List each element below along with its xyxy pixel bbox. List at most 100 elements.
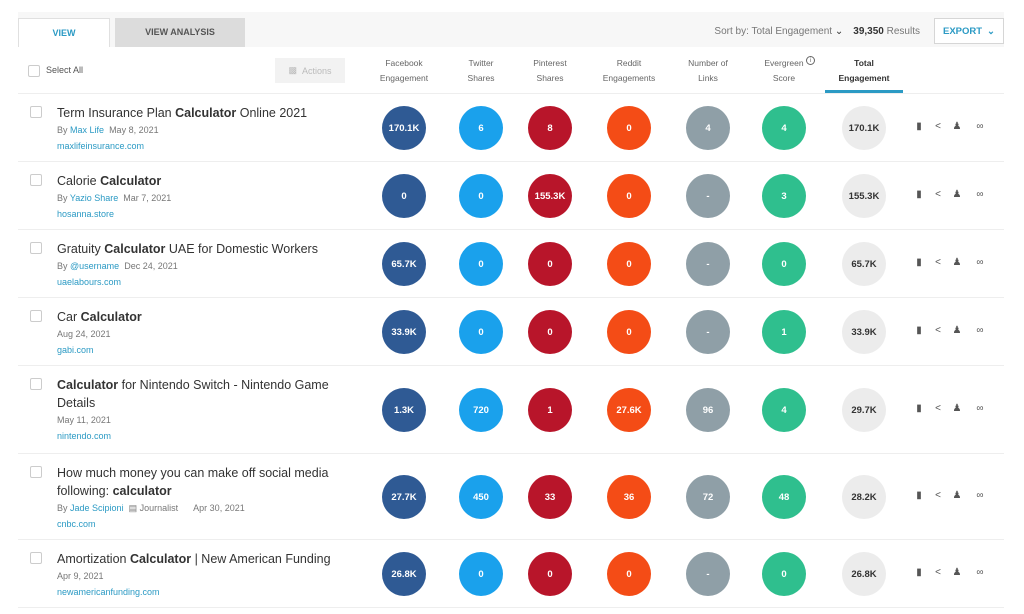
share-icon[interactable]: < <box>935 121 941 132</box>
row-checkbox[interactable] <box>30 174 42 186</box>
bookmark-icon[interactable]: ▮ <box>916 325 922 336</box>
column-header-reddit-engagements[interactable]: Reddit Engagements <box>589 56 669 86</box>
article-title[interactable]: Calculator for Nintendo Switch - Nintend… <box>57 376 357 412</box>
domain-link[interactable]: cnbc.com <box>57 519 96 529</box>
table-row: Calculator for Nintendo Switch - Nintend… <box>18 366 1004 454</box>
article-title[interactable]: Calorie Calculator <box>57 172 357 190</box>
influencers-icon[interactable]: ♟ <box>952 567 962 578</box>
journalist-icon: ▤ <box>128 503 138 513</box>
row-checkbox[interactable] <box>30 378 42 390</box>
domain-link[interactable]: newamericanfunding.com <box>57 587 160 597</box>
row-checkbox[interactable] <box>30 552 42 564</box>
article-title[interactable]: Car Calculator <box>57 308 357 326</box>
domain-link[interactable]: maxlifeinsurance.com <box>57 141 145 151</box>
influencers-icon[interactable]: ♟ <box>952 325 962 336</box>
bookmark-icon[interactable]: ▮ <box>916 189 922 200</box>
influencers-icon[interactable]: ♟ <box>952 403 962 414</box>
bookmark-icon[interactable]: ▮ <box>916 257 922 268</box>
influencers-icon[interactable]: ♟ <box>952 121 962 132</box>
results-label: Results <box>886 25 920 37</box>
domain-link[interactable]: uaelabours.com <box>57 277 122 287</box>
bookmark-icon[interactable]: ▮ <box>916 121 922 132</box>
column-header-line1: Number of <box>688 58 728 68</box>
twitter-shares-value: 6 <box>459 106 503 150</box>
column-header-twitter-shares[interactable]: Twitter Shares <box>441 56 521 86</box>
title-segment: Amortization <box>57 552 130 566</box>
table-row: Term Insurance Plan Calculator Online 20… <box>18 94 1004 162</box>
chevron-down-icon: ⌄ <box>834 25 844 37</box>
pinterest-shares-value: 33 <box>528 475 572 519</box>
domain-link[interactable]: nintendo.com <box>57 431 112 441</box>
link-icon[interactable]: ∞ <box>976 567 984 578</box>
select-all-label[interactable]: Select All <box>46 65 84 75</box>
info-icon[interactable]: i <box>806 56 815 65</box>
link-icon[interactable]: ∞ <box>976 325 984 336</box>
influencers-icon[interactable]: ♟ <box>952 257 962 268</box>
author-link[interactable]: @username <box>70 261 120 271</box>
pinterest-shares-value: 0 <box>528 242 572 286</box>
share-icon[interactable]: < <box>935 257 941 268</box>
share-icon[interactable]: < <box>935 567 941 578</box>
table-row: How much money you can make off social m… <box>18 454 1004 540</box>
article-meta: By @username Dec 24, 2021 <box>57 258 357 274</box>
twitter-shares-value: 450 <box>459 475 503 519</box>
number-of-links-value: - <box>686 174 730 218</box>
link-icon[interactable]: ∞ <box>976 121 984 132</box>
active-sort-indicator <box>825 90 903 93</box>
twitter-shares-value: 0 <box>459 310 503 354</box>
comment-icon: ▩ <box>288 65 297 75</box>
twitter-shares-value: 0 <box>459 174 503 218</box>
title-segment: Term Insurance Plan <box>57 106 176 120</box>
article-title[interactable]: Gratuity Calculator UAE for Domestic Wor… <box>57 240 357 258</box>
column-header-facebook-engagement[interactable]: Facebook Engagement <box>364 56 444 86</box>
bookmark-icon[interactable]: ▮ <box>916 567 922 578</box>
article-meta: By Jade Scipioni ▤ Journalist Apr 30, 20… <box>57 500 357 516</box>
domain-link[interactable]: hosanna.store <box>57 209 115 219</box>
tab-view-content[interactable]: VIEW CONTENT <box>18 18 110 67</box>
pinterest-shares-value: 0 <box>528 552 572 596</box>
author-role: Journalist <box>139 503 179 513</box>
column-header-number-of-links[interactable]: Number of Links <box>668 56 748 86</box>
number-of-links-value: 96 <box>686 388 730 432</box>
article-title[interactable]: How much money you can make off social m… <box>57 464 357 500</box>
domain-link[interactable]: gabi.com <box>57 345 94 355</box>
link-icon[interactable]: ∞ <box>976 403 984 414</box>
sort-dropdown[interactable]: Sort by: Total Engagement ⌄ <box>714 26 843 37</box>
export-button[interactable]: EXPORT ⌄ <box>934 18 1004 44</box>
author-link[interactable]: Max Life <box>70 125 105 135</box>
author-link[interactable]: Jade Scipioni <box>70 503 124 513</box>
facebook-engagement-value: 1.3K <box>382 388 426 432</box>
article-title[interactable]: Amortization Calculator | New American F… <box>57 550 357 568</box>
tab-view-analysis-report[interactable]: VIEW ANALYSIS REPORT <box>115 18 245 66</box>
column-header-evergreen-score[interactable]: Evergreen Score <box>744 56 824 86</box>
facebook-engagement-value: 33.9K <box>382 310 426 354</box>
twitter-shares-value: 720 <box>459 388 503 432</box>
share-icon[interactable]: < <box>935 189 941 200</box>
link-icon[interactable]: ∞ <box>976 490 984 501</box>
share-icon[interactable]: < <box>935 325 941 336</box>
row-checkbox[interactable] <box>30 242 42 254</box>
row-checkbox[interactable] <box>30 466 42 478</box>
table-row: Amortization Calculator | New American F… <box>18 540 1004 608</box>
publish-date: Mar 7, 2021 <box>123 193 172 203</box>
row-checkbox[interactable] <box>30 310 42 322</box>
row-checkbox[interactable] <box>30 106 42 118</box>
content-panel: VIEW CONTENT VIEW ANALYSIS REPORT Sort b… <box>18 12 1004 614</box>
share-icon[interactable]: < <box>935 403 941 414</box>
table-row: Calorie Calculator By Yazio Share Mar 7, … <box>18 162 1004 230</box>
actions-button[interactable]: ▩ Actions <box>275 58 345 83</box>
author-link[interactable]: Yazio Share <box>69 193 119 203</box>
column-header-total-engagement[interactable]: Total Engagement <box>824 56 904 86</box>
share-icon[interactable]: < <box>935 490 941 501</box>
select-all-checkbox[interactable] <box>28 65 40 77</box>
bookmark-icon[interactable]: ▮ <box>916 490 922 501</box>
influencers-icon[interactable]: ♟ <box>952 189 962 200</box>
number-of-links-value: 4 <box>686 106 730 150</box>
influencers-icon[interactable]: ♟ <box>952 490 962 501</box>
link-icon[interactable]: ∞ <box>976 257 984 268</box>
article-title[interactable]: Term Insurance Plan Calculator Online 20… <box>57 104 357 122</box>
link-icon[interactable]: ∞ <box>976 189 984 200</box>
article-meta: May 11, 2021 <box>57 412 357 428</box>
bookmark-icon[interactable]: ▮ <box>916 403 922 414</box>
column-header-pinterest-shares[interactable]: Pinterest Shares <box>510 56 590 86</box>
